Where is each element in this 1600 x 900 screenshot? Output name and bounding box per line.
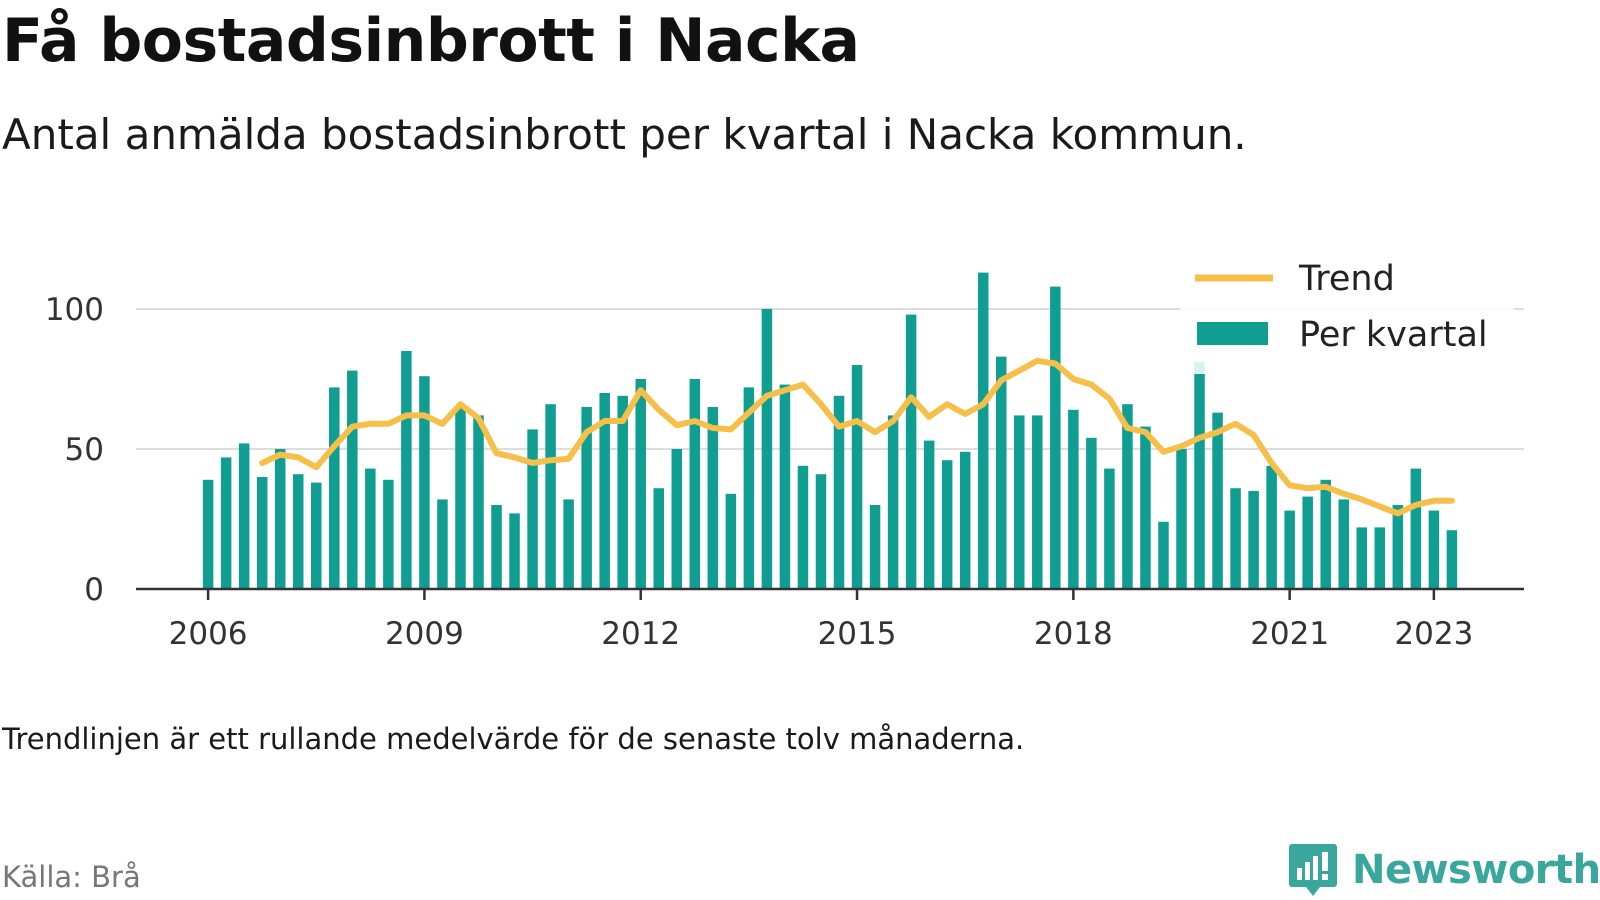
bar (1158, 521, 1169, 589)
bar (545, 404, 556, 589)
bars (202, 272, 1458, 589)
trend-line (259, 357, 1455, 517)
chart-title: Få bostadsinbrott i Nacka (2, 6, 860, 76)
chart-note: Trendlinjen är ett rullande medelvärde f… (2, 722, 1025, 756)
bar (635, 379, 646, 589)
bar (653, 488, 665, 589)
bar (1302, 496, 1313, 589)
bar (887, 415, 899, 589)
bar (581, 407, 592, 589)
x-tick-label: 2009 (385, 616, 464, 652)
bar (1176, 449, 1187, 589)
bar (1392, 505, 1404, 589)
bar (1248, 491, 1259, 589)
axes: 0 50 100 2006 2009 2012 2015 2018 2021 2023 (45, 292, 1524, 652)
bar (238, 443, 250, 589)
bar (995, 356, 1007, 589)
bar (1086, 437, 1097, 589)
bar (1230, 488, 1241, 589)
y-tick-label: 0 (84, 572, 104, 608)
bar (527, 429, 538, 589)
x-tick-label: 2021 (1250, 616, 1329, 652)
bar (959, 451, 971, 589)
bar (1338, 499, 1349, 589)
bar (256, 477, 268, 589)
bar (1104, 468, 1115, 589)
bar (1410, 468, 1422, 589)
bar (1212, 412, 1223, 589)
x-tick-label: 2023 (1394, 616, 1473, 652)
bar (599, 393, 610, 589)
bar (1356, 527, 1368, 589)
bar (1266, 465, 1277, 589)
bar (905, 314, 917, 589)
bar (725, 493, 737, 589)
bar (419, 376, 430, 589)
bar (617, 395, 628, 589)
legend-trend-label: Trend (1298, 259, 1395, 299)
legend-bar-label: Per kvartal (1299, 315, 1488, 355)
legend: Trend Per kvartal (1180, 250, 1514, 374)
bar (347, 370, 358, 589)
bar (977, 272, 989, 589)
bar (365, 468, 376, 589)
source-label: Källa: Brå (2, 860, 141, 894)
x-tick-label: 2018 (1034, 616, 1113, 652)
bar (1428, 510, 1440, 589)
bar (1140, 426, 1151, 589)
legend-background (1180, 250, 1514, 374)
bar (509, 513, 520, 589)
bar (1068, 409, 1079, 589)
bar (851, 365, 863, 589)
bar (311, 482, 322, 589)
brand-name: Newsworthy (1352, 847, 1600, 893)
bar (941, 460, 953, 589)
bar (1014, 415, 1025, 589)
brand-logo: Newsworthy (1288, 842, 1600, 898)
x-tick-label: 2015 (818, 616, 897, 652)
bar (383, 479, 394, 589)
bar (1446, 530, 1458, 589)
bar-chart: 0 50 100 2006 2009 2012 2015 2018 2021 2023 Trend… (45, 250, 1524, 652)
bar (869, 505, 881, 589)
y-tick-label: 100 (45, 292, 104, 328)
bar (1050, 286, 1061, 589)
chart-subtitle: Antal anmälda bostadsinbrott per kvartal… (2, 110, 1247, 159)
trend-line-group (259, 357, 1455, 517)
bar (833, 395, 845, 589)
bar (1194, 362, 1205, 589)
bar (761, 309, 773, 589)
bar (797, 465, 809, 589)
bar (671, 449, 683, 589)
bar (1284, 510, 1295, 589)
bar (1320, 479, 1331, 589)
x-tick-label: 2006 (169, 616, 248, 652)
bar (491, 505, 502, 589)
bar (1032, 415, 1043, 589)
bar (274, 449, 286, 589)
bar (779, 384, 791, 589)
bar (815, 474, 827, 589)
bar (689, 379, 701, 589)
bar (1374, 527, 1386, 589)
bar (455, 407, 466, 589)
x-tick-label: 2012 (601, 616, 680, 652)
y-tick-label: 50 (65, 432, 104, 468)
bar (220, 457, 232, 589)
bar (563, 499, 574, 589)
bar (329, 387, 340, 589)
newsworthy-logo-icon (1289, 844, 1337, 896)
bar (292, 474, 304, 589)
bar (707, 407, 719, 589)
bar (923, 440, 935, 589)
bar (202, 479, 214, 589)
bar (401, 351, 412, 589)
bar (437, 499, 448, 589)
bar (473, 415, 484, 589)
bar (743, 387, 755, 589)
bar (1122, 404, 1133, 589)
legend-bar-swatch (1197, 322, 1268, 345)
